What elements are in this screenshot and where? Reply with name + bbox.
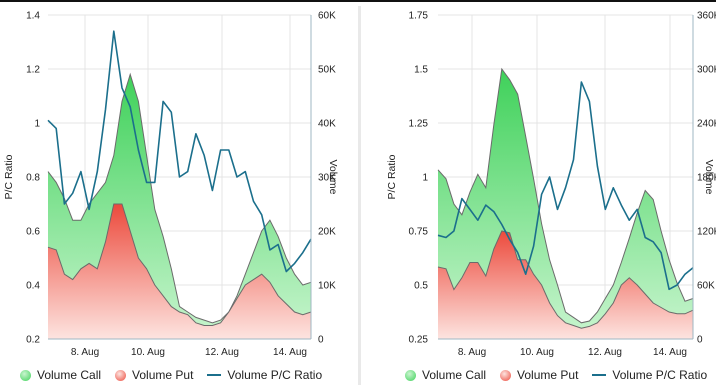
legend-label-volume-call: Volume Call xyxy=(37,368,102,382)
y2-tick-label: 300K xyxy=(697,65,716,76)
volume-pc-ratio-swatch xyxy=(207,374,222,376)
y-tick-label: 0.2 xyxy=(26,335,40,346)
chart-left: 1.4 1.2 1 0.8 0.6 0.4 0.2 60K 50K 40K 30K 20K 10K 0 8.… xyxy=(3,11,339,359)
top-border xyxy=(0,0,716,2)
volume-call-outline xyxy=(437,67,694,324)
y2-tick-label: 0 xyxy=(318,335,324,346)
y2-axis-title: Volume xyxy=(327,159,339,194)
y-tick-label: 0.25 xyxy=(409,335,429,346)
volume-put-area xyxy=(438,231,693,339)
y2-tick-label: 60K xyxy=(318,11,336,22)
x-tick-label: 10. Aug xyxy=(520,347,554,358)
x-tick-label: 10. Aug xyxy=(131,347,165,358)
volume-put-area xyxy=(48,204,311,339)
y-tick-label: 1 xyxy=(34,119,40,130)
volume-put-outline xyxy=(47,203,312,326)
x-tick-label: 12. Aug xyxy=(205,347,239,358)
y-tick-label: 1.5 xyxy=(414,65,428,76)
y-tick-label: 0.5 xyxy=(414,281,428,292)
y-axis-title: P/C Ratio xyxy=(386,154,398,199)
y-tick-label: 0.75 xyxy=(409,227,429,238)
legend-label-volume-call: Volume Call xyxy=(422,368,487,382)
legend-label-volume-put: Volume Put xyxy=(517,368,579,382)
y-tick-label: 1.4 xyxy=(26,11,40,22)
legend-left: Volume Call Volume Put Volume P/C Ratio xyxy=(20,366,322,384)
x-tick-label: 8. Aug xyxy=(71,347,99,358)
chart-right: 1.75 1.5 1.25 1 0.75 0.5 0.25 360K 300K 240K 180K 1… xyxy=(386,11,716,359)
legend-item-volume-pc-ratio[interactable]: Volume P/C Ratio xyxy=(207,368,322,382)
chart-divider xyxy=(358,6,361,385)
y2-tick-label: 180K xyxy=(697,173,716,184)
y2-tick-label: 20K xyxy=(318,227,336,238)
y-tick-label: 1.25 xyxy=(409,119,429,130)
y2-tick-label: 120K xyxy=(697,227,716,238)
y2-tick-label: 240K xyxy=(697,119,716,130)
y2-tick-label: 60K xyxy=(697,281,715,292)
volume-call-swatch xyxy=(405,369,416,381)
legend-item-volume-call[interactable]: Volume Call xyxy=(20,368,101,382)
x-tick-label: 14. Aug xyxy=(653,347,687,358)
volume-pc-ratio-line xyxy=(47,30,312,273)
x-tick-label: 14. Aug xyxy=(273,347,307,358)
y2-axis-title: Volume xyxy=(703,159,715,194)
x-tick-label: 8. Aug xyxy=(458,347,486,358)
volume-put-swatch xyxy=(115,369,127,381)
y2-tick-label: 30K xyxy=(318,173,336,184)
y-axis-title: P/C Ratio xyxy=(3,154,15,199)
y2-tick-label: 360K xyxy=(697,11,716,22)
y2-tick-label: 0 xyxy=(697,335,703,346)
volume-pc-ratio-line xyxy=(437,81,694,291)
legend-right: Volume Call Volume Put Volume P/C Ratio xyxy=(405,366,707,384)
volume-put-outline xyxy=(437,230,694,329)
legend-label-volume-pc-ratio: Volume P/C Ratio xyxy=(227,368,323,382)
x-tick-label: 12. Aug xyxy=(588,347,622,358)
y2-tick-label: 40K xyxy=(318,119,336,130)
legend-item-volume-pc-ratio[interactable]: Volume P/C Ratio xyxy=(592,368,707,382)
volume-call-swatch xyxy=(20,369,31,381)
legend-item-volume-call[interactable]: Volume Call xyxy=(405,368,486,382)
y-tick-label: 0.6 xyxy=(26,227,40,238)
volume-pc-ratio-swatch xyxy=(592,374,607,376)
y-tick-label: 0.4 xyxy=(26,281,40,292)
y-tick-label: 1 xyxy=(422,173,428,184)
y2-tick-label: 50K xyxy=(318,65,336,76)
y-tick-label: 0.8 xyxy=(26,173,40,184)
legend-item-volume-put[interactable]: Volume Put xyxy=(115,368,193,382)
y2-tick-label: 10K xyxy=(318,281,336,292)
volume-put-swatch xyxy=(500,369,512,381)
legend-label-volume-put: Volume Put xyxy=(132,368,194,382)
legend-item-volume-put[interactable]: Volume Put xyxy=(500,368,578,382)
legend-label-volume-pc-ratio: Volume P/C Ratio xyxy=(612,368,708,382)
y-tick-label: 1.2 xyxy=(26,65,40,76)
y-tick-label: 1.75 xyxy=(409,11,429,22)
